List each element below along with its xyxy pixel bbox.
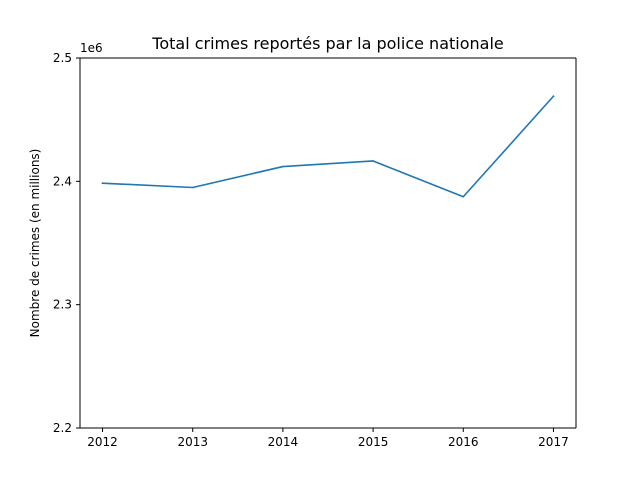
y-tick-label: 2.4 <box>53 174 72 188</box>
series-layer <box>101 95 555 198</box>
y-axis-ticks: 2.2 2.3 2.4 2.5 <box>53 51 80 435</box>
x-tick-label: 2012 <box>87 435 118 449</box>
data-point <box>101 182 104 184</box>
data-point <box>462 195 465 198</box>
data-point <box>282 165 284 168</box>
y-tick-label: 2.2 <box>53 421 72 435</box>
data-point <box>552 95 555 98</box>
x-tick-label: 2017 <box>538 435 569 449</box>
chart-title: Total crimes reportés par la police nati… <box>151 34 503 53</box>
y-axis-offset-label: 1e6 <box>80 41 103 55</box>
x-tick-label: 2016 <box>448 435 479 449</box>
y-axis-label: Nombre de crimes (en millions) <box>28 149 42 338</box>
data-point <box>191 186 194 189</box>
x-axis-ticks: 2012 2013 2014 2015 2016 2017 <box>87 428 569 449</box>
x-tick-label: 2015 <box>358 435 389 449</box>
plot-area <box>80 58 576 428</box>
series-line <box>101 95 555 198</box>
x-tick-label: 2013 <box>177 435 208 449</box>
y-tick-label: 2.5 <box>53 51 72 65</box>
x-tick-label: 2014 <box>268 435 299 449</box>
data-point <box>372 160 374 162</box>
y-tick-label: 2.3 <box>53 298 72 312</box>
